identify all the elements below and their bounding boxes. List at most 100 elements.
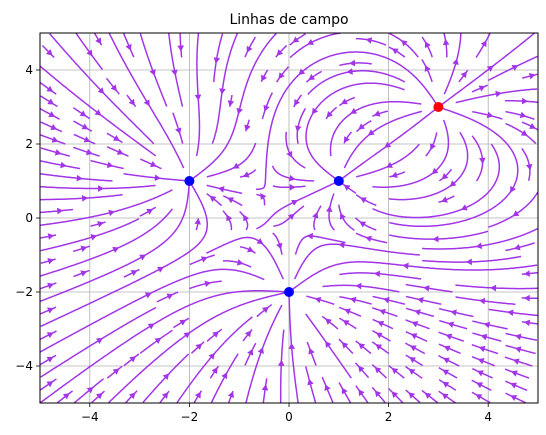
field-arrow: [523, 270, 531, 277]
chart-title: Linhas de campo: [229, 12, 348, 28]
field-line: [354, 362, 370, 379]
y-tick-label: −4: [15, 359, 33, 373]
field-arrow: [139, 254, 147, 261]
field-arrow: [276, 49, 284, 56]
field-arrow: [277, 359, 285, 366]
field-line: [73, 146, 100, 157]
field-line: [40, 330, 57, 340]
field-arrow: [161, 392, 169, 399]
field-line: [279, 329, 285, 403]
field-arrow: [106, 161, 114, 169]
field-line: [272, 232, 283, 255]
field-line: [40, 378, 57, 391]
field-arrow: [125, 43, 132, 51]
field-line: [239, 211, 249, 231]
field-arrow: [306, 232, 314, 240]
field-arrow: [276, 242, 283, 250]
field-line: [245, 304, 283, 403]
field-arrow: [441, 393, 449, 400]
field-line: [40, 121, 63, 133]
field-line: [505, 122, 537, 145]
field-arrow: [95, 392, 103, 400]
field-line: [472, 320, 508, 330]
field-arrow: [166, 293, 174, 300]
field-arrow: [325, 205, 333, 213]
field-line: [291, 261, 538, 291]
field-arrow: [511, 64, 519, 71]
field-line: [108, 33, 185, 169]
field-line: [405, 365, 423, 379]
y-tick-label: 2: [25, 137, 33, 151]
field-arrow: [212, 331, 219, 338]
field-line: [443, 33, 448, 58]
field-arrow: [475, 242, 483, 250]
field-arrow: [154, 337, 162, 344]
field-line: [405, 295, 442, 305]
field-line: [40, 183, 190, 302]
field-arrow: [113, 134, 120, 141]
field-arrow: [409, 357, 417, 364]
field-line: [285, 131, 306, 169]
field-arrow: [525, 163, 533, 171]
field-arrow: [373, 270, 381, 278]
field-arrow: [221, 372, 228, 380]
field-line: [206, 184, 243, 195]
field-arrow: [308, 74, 316, 81]
field-line: [371, 386, 386, 403]
field-line: [40, 208, 174, 277]
field-arrow: [194, 218, 201, 225]
field-line: [354, 217, 377, 231]
field-arrow: [108, 209, 115, 217]
field-arrow: [247, 246, 254, 253]
field-arrow: [288, 342, 296, 350]
field-arrow: [183, 332, 191, 339]
field-arrow: [486, 111, 494, 119]
charges: [184, 102, 444, 297]
field-arrow: [308, 347, 315, 355]
field-line: [73, 378, 105, 403]
field-arrow: [260, 193, 267, 200]
field-arrow: [227, 197, 235, 204]
field-arrow: [373, 110, 381, 117]
field-arrow: [358, 389, 365, 397]
x-tick-label: −2: [181, 410, 199, 424]
field-line: [388, 46, 406, 58]
field-line: [276, 66, 290, 83]
field-line: [405, 307, 435, 318]
field-arrow: [495, 90, 502, 98]
field-arrow: [450, 309, 457, 316]
field-line: [338, 204, 355, 231]
field-arrow: [325, 318, 332, 325]
field-arrow: [263, 104, 270, 112]
field-arrow: [475, 394, 483, 401]
field-line: [372, 295, 406, 305]
field-line: [73, 120, 93, 132]
field-line: [371, 364, 387, 379]
field-line: [206, 142, 257, 178]
field-arrow: [97, 87, 105, 94]
field-line: [487, 55, 538, 82]
field-arrow: [46, 85, 54, 92]
negative-charge-marker: [333, 176, 344, 186]
field-line: [505, 242, 535, 252]
field-arrow: [154, 174, 161, 182]
field-arrow: [213, 57, 221, 64]
y-tick-label: 4: [25, 63, 33, 77]
field-arrow: [311, 107, 319, 115]
field-arrow: [424, 392, 432, 399]
field-line: [438, 343, 461, 355]
field-arrow: [298, 68, 306, 75]
field-line: [206, 236, 284, 280]
field-arrow: [417, 297, 424, 304]
field-line: [305, 82, 405, 180]
field-line: [191, 33, 277, 180]
field-line: [405, 342, 426, 355]
field-arrow: [384, 141, 392, 148]
field-line: [123, 172, 186, 182]
field-arrow: [365, 235, 372, 243]
field-line: [40, 268, 265, 353]
field-arrow: [232, 162, 240, 169]
field-arrow: [85, 148, 93, 156]
field-arrow: [510, 395, 518, 402]
field-line: [471, 391, 491, 403]
